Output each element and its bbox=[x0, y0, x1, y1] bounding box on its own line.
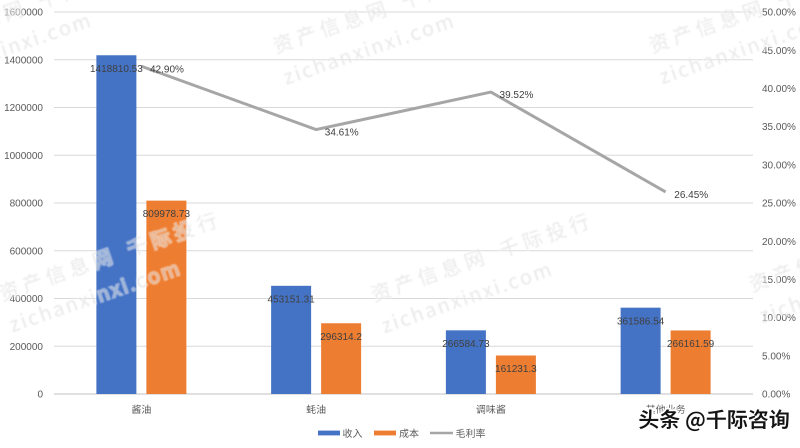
svg-text:266161.59: 266161.59 bbox=[667, 339, 715, 350]
svg-text:1400000: 1400000 bbox=[4, 55, 43, 66]
svg-text:400000: 400000 bbox=[10, 294, 44, 305]
svg-text:42.90%: 42.90% bbox=[150, 64, 184, 75]
svg-text:20.00%: 20.00% bbox=[762, 237, 796, 248]
svg-text:26.45%: 26.45% bbox=[674, 190, 708, 201]
svg-text:39.52%: 39.52% bbox=[500, 90, 534, 101]
svg-text:30.00%: 30.00% bbox=[762, 160, 796, 171]
svg-text:50.00%: 50.00% bbox=[762, 8, 796, 19]
svg-text:35.00%: 35.00% bbox=[762, 122, 796, 133]
svg-text:809978.73: 809978.73 bbox=[143, 209, 191, 220]
svg-text:266584.73: 266584.73 bbox=[442, 339, 490, 350]
svg-text:800000: 800000 bbox=[10, 199, 44, 210]
svg-text:1200000: 1200000 bbox=[4, 103, 43, 114]
svg-text:600000: 600000 bbox=[10, 246, 44, 257]
svg-text:296314.2: 296314.2 bbox=[320, 332, 362, 343]
svg-text:1000000: 1000000 bbox=[4, 151, 43, 162]
svg-text:200000: 200000 bbox=[10, 342, 44, 353]
svg-text:0: 0 bbox=[37, 390, 43, 401]
svg-text:361586.54: 361586.54 bbox=[617, 316, 665, 327]
svg-text:453151.31: 453151.31 bbox=[267, 294, 315, 305]
svg-text:40.00%: 40.00% bbox=[762, 84, 796, 95]
svg-text:5.00%: 5.00% bbox=[762, 351, 790, 362]
svg-text:0.00%: 0.00% bbox=[762, 390, 790, 401]
svg-text:1418810.53: 1418810.53 bbox=[90, 64, 143, 75]
svg-text:25.00%: 25.00% bbox=[762, 199, 796, 210]
svg-text:161231.3: 161231.3 bbox=[495, 364, 537, 375]
svg-text:45.00%: 45.00% bbox=[762, 46, 796, 57]
svg-text:34.61%: 34.61% bbox=[325, 128, 359, 139]
svg-text:15.00%: 15.00% bbox=[762, 275, 796, 286]
svg-text:10.00%: 10.00% bbox=[762, 313, 796, 324]
